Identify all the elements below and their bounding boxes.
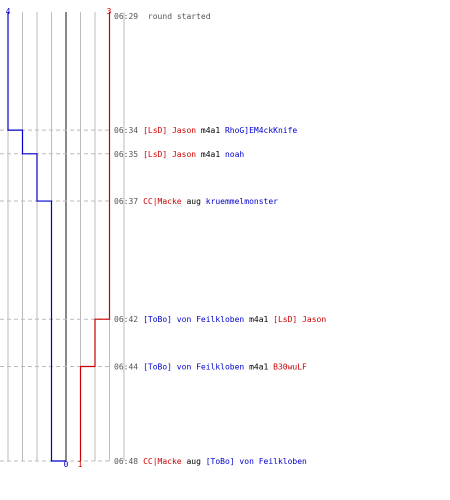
team-b-step-line: [79, 12, 111, 461]
kill-event: 06:48 CC|Macke aug [ToBo] von Feilkloben: [114, 457, 307, 466]
event-player: [LsD] Jason: [143, 150, 196, 159]
kill-event: 06:34 [LsD] Jason m4a1 RhoG]EM4ckKnife: [114, 126, 297, 135]
event-player: [ToBo] von Feilkloben: [206, 457, 307, 466]
kill-event: 06:42 [ToBo] von Feilkloben m4a1 [LsD] Ja…: [114, 315, 326, 324]
event-time: 06:42: [114, 315, 138, 324]
event-weapon: aug: [182, 197, 206, 206]
event-time: 06:34: [114, 126, 138, 135]
event-time: 06:44: [114, 362, 138, 371]
event-player: [ToBo] von Feilkloben: [143, 362, 244, 371]
event-player: noah: [225, 150, 244, 159]
event-log: 06:29 round started 06:34 [LsD] Jason m4a…: [114, 12, 326, 466]
event-weapon: m4a1: [196, 126, 225, 135]
team-b-end-count: 1: [78, 460, 83, 469]
kill-event: 06:37 CC|Macke aug kruemmelmonster: [114, 197, 278, 206]
event-player: B30wuLF: [273, 362, 307, 371]
event-player: CC|Macke: [143, 457, 182, 466]
event-player: CC|Macke: [143, 197, 182, 206]
player-count-labels: 4 3 0 1: [6, 7, 112, 469]
event-time: 06:37: [114, 197, 138, 206]
event-player: [LsD] Jason: [143, 126, 196, 135]
team-step-lines: [7, 12, 111, 462]
event-weapon: m4a1: [244, 315, 273, 324]
event-time: 06:48: [114, 457, 138, 466]
start-event: 06:29 round started: [114, 12, 211, 21]
team-a-start-count: 4: [6, 7, 11, 16]
event-weapon: m4a1: [244, 362, 273, 371]
team-a-end-count: 0: [64, 460, 69, 469]
kill-event: 06:44 [ToBo] von Feilkloben m4a1 B30wuLF: [114, 362, 307, 371]
event-weapon: m4a1: [196, 150, 225, 159]
team-a-step-line: [7, 12, 66, 462]
event-weapon: aug: [182, 457, 206, 466]
event-player: RhoG]EM4ckKnife: [225, 126, 297, 135]
event-player: kruemmelmonster: [206, 197, 278, 206]
grid-lines: [7, 12, 125, 461]
event-text: round started: [148, 12, 211, 21]
event-player: [ToBo] von Feilkloben: [143, 315, 244, 324]
event-time: 06:29: [114, 12, 138, 21]
kill-event: 06:35 [LsD] Jason m4a1 noah: [114, 150, 244, 159]
team-b-start-count: 3: [107, 7, 112, 16]
event-player: [LsD] Jason: [273, 315, 326, 324]
event-time: 06:35: [114, 150, 138, 159]
